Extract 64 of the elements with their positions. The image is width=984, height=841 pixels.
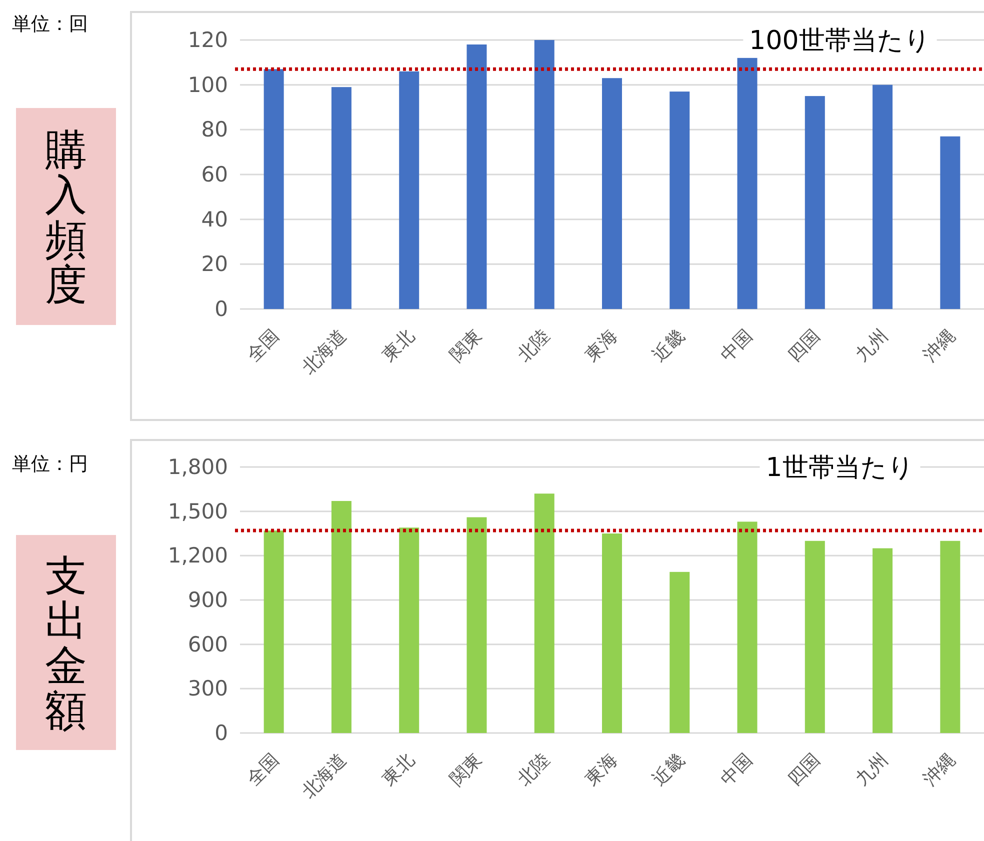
x-tick-label: 沖縄 [919, 326, 960, 366]
x-tick-label: 北海道 [298, 750, 351, 803]
x-tick-label: 中国 [716, 750, 757, 790]
x-tick-label: 関東 [446, 750, 486, 790]
bar [872, 84, 893, 309]
x-tick-label: 全国 [243, 326, 284, 366]
bar [331, 87, 352, 309]
bar [264, 530, 284, 733]
bar [872, 548, 893, 733]
y-tick-label: 120 [188, 28, 228, 52]
text: 支出金額 [45, 551, 87, 735]
bar [466, 517, 487, 733]
y-tick-label: 0 [214, 721, 228, 745]
chart-subtitle: 100世帯当たり [749, 26, 931, 56]
x-tick-label: 沖縄 [919, 750, 960, 790]
x-tick-label: 全国 [243, 750, 284, 790]
y-tick-label: 300 [188, 676, 228, 701]
x-tick-label: 関東 [446, 326, 486, 366]
bar [670, 572, 690, 733]
y-tick-label: 40 [201, 207, 228, 232]
bar [466, 44, 487, 309]
bar [804, 96, 825, 309]
x-tick-label: 四国 [784, 326, 824, 366]
bar [264, 69, 284, 309]
y-tick-label: 20 [201, 252, 228, 276]
bar [737, 58, 758, 309]
y-tick-label: 100 [188, 72, 228, 97]
bar [602, 78, 622, 309]
bar [737, 522, 758, 733]
x-tick-label: 四国 [784, 750, 824, 790]
y-tick-label: 1,500 [168, 499, 228, 524]
y-tick-label: 600 [188, 632, 228, 656]
x-tick-label: 近畿 [648, 750, 690, 790]
bar [399, 71, 420, 309]
y-tick-label: 1,200 [168, 544, 228, 568]
y-tick-label: 80 [201, 118, 228, 142]
y-tick-label: 60 [201, 162, 228, 186]
x-tick-label: 北陸 [514, 326, 554, 366]
text: 購入頻度 [45, 125, 87, 309]
x-tick-label: 九州 [852, 750, 892, 790]
bar [331, 500, 352, 733]
bar [534, 40, 554, 309]
y-tick-label: 0 [214, 297, 228, 321]
y-axis-title: 単位：円 [12, 453, 88, 475]
x-tick-label: 中国 [716, 326, 757, 366]
y-axis-title: 単位：回 [12, 13, 88, 35]
bar [940, 136, 960, 309]
x-tick-label: 東海 [581, 326, 622, 366]
y-tick-label: 1,800 [168, 455, 228, 479]
chart-subtitle: 1世帯当たり [766, 453, 914, 483]
y-tick-label: 900 [188, 588, 228, 612]
bar [602, 534, 622, 733]
x-tick-label: 北陸 [514, 750, 554, 790]
x-tick-label: 近畿 [648, 326, 690, 366]
bar [534, 494, 554, 733]
x-tick-label: 九州 [852, 326, 892, 366]
x-tick-label: 北海道 [298, 326, 351, 379]
bar [670, 92, 690, 309]
x-tick-label: 東北 [378, 326, 419, 366]
bar [940, 540, 960, 733]
bar [804, 540, 825, 733]
x-tick-label: 東北 [378, 750, 419, 790]
x-tick-label: 東海 [581, 750, 622, 790]
bar [399, 528, 420, 733]
